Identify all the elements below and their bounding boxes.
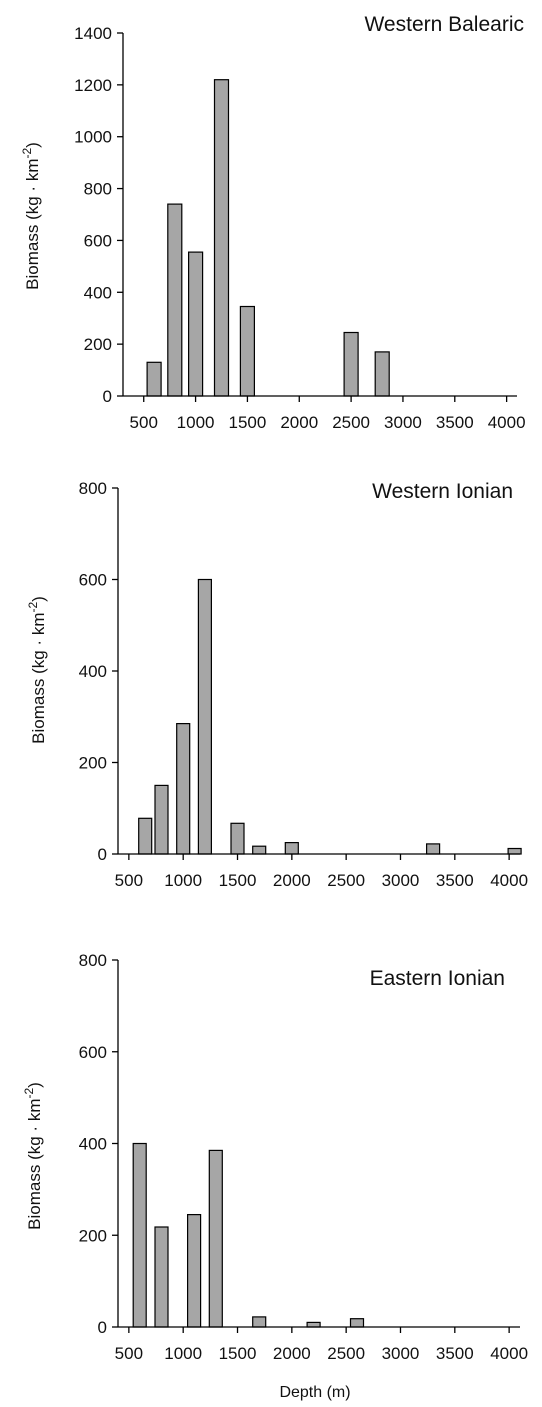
bar xyxy=(426,843,441,855)
x-tick-label: 1000 xyxy=(177,413,215,432)
x-tick-label: 1500 xyxy=(219,871,257,890)
bar xyxy=(197,578,212,855)
bar xyxy=(374,351,390,397)
bar xyxy=(349,1318,365,1328)
axes: 0 200 400 600 800 500 1000 1500 2000 2500 3000 3500… xyxy=(79,479,528,890)
x-tick-label: 2500 xyxy=(327,1344,365,1363)
chart-title: Western Ionian xyxy=(372,480,513,503)
bar xyxy=(306,1321,321,1328)
x-tick-label: 500 xyxy=(130,413,158,432)
y-axis-label: Biomass (kg · km-2) xyxy=(26,596,48,744)
y-tick-label: 800 xyxy=(79,951,107,970)
y-tick-label: 1000 xyxy=(74,128,112,147)
y-tick-label: 200 xyxy=(79,1226,107,1245)
chart-title: Eastern Ionian xyxy=(370,967,505,990)
bars xyxy=(138,578,522,855)
chart-eastern-ionian: Eastern Ionian Biomass (kg · km-2) 0 200 4… xyxy=(22,951,528,1401)
y-axis-label: Biomass (kg · km-2) xyxy=(20,142,42,290)
y-tick-label: 600 xyxy=(79,571,107,590)
axes: 0 200 400 600 800 1000 1200 1400 500 1000 1500 2000… xyxy=(74,24,525,432)
y-tick-label: 400 xyxy=(79,1135,107,1154)
y-tick-label: 0 xyxy=(98,845,107,864)
bar xyxy=(176,722,191,855)
bar xyxy=(343,331,359,397)
bars xyxy=(132,1142,365,1328)
x-tick-label: 2500 xyxy=(332,413,370,432)
x-tick-label: 1000 xyxy=(164,1344,202,1363)
x-tick-label: 3500 xyxy=(436,871,474,890)
bar xyxy=(154,1226,169,1328)
bar xyxy=(132,1142,147,1328)
x-tick-label: 500 xyxy=(115,1344,143,1363)
y-tick-label: 0 xyxy=(98,1318,107,1337)
x-tick-label: 2000 xyxy=(273,1344,311,1363)
bar xyxy=(507,847,522,855)
bar xyxy=(154,784,169,855)
bar xyxy=(252,845,267,855)
x-tick-label: 3000 xyxy=(382,871,420,890)
bars xyxy=(146,79,390,397)
chart-western-ionian: Western Ionian Biomass (kg · km-2) 0 200 4… xyxy=(26,479,528,890)
x-axis-label: Depth (m) xyxy=(279,1384,350,1401)
y-tick-label: 600 xyxy=(79,1043,107,1062)
y-tick-label: 800 xyxy=(79,479,107,498)
x-tick-label: 3000 xyxy=(384,413,422,432)
x-tick-label: 1000 xyxy=(164,871,202,890)
axes: 0 200 400 600 800 500 1000 1500 2000 2500 3000 3500… xyxy=(79,951,528,1363)
y-tick-label: 1200 xyxy=(74,76,112,95)
x-tick-label: 2000 xyxy=(280,413,318,432)
x-tick-label: 4000 xyxy=(488,413,526,432)
chart-title: Western Balearic xyxy=(364,13,524,36)
x-tick-label: 2000 xyxy=(273,871,311,890)
chart-western-balearic: Western Balearic Biomass (kg · km-2) 0 20… xyxy=(20,13,526,432)
x-tick-label: 1500 xyxy=(229,413,267,432)
x-tick-label: 3000 xyxy=(382,1344,420,1363)
y-tick-label: 1400 xyxy=(74,24,112,43)
x-tick-label: 1500 xyxy=(219,1344,257,1363)
bar xyxy=(187,1213,202,1328)
y-tick-label: 800 xyxy=(84,180,112,199)
y-tick-label: 400 xyxy=(84,283,112,302)
y-tick-label: 0 xyxy=(103,387,112,406)
bar xyxy=(252,1316,267,1328)
x-tick-label: 4000 xyxy=(490,871,528,890)
bar xyxy=(208,1149,223,1328)
bar xyxy=(146,361,162,397)
y-axis-label: Biomass (kg · km-2) xyxy=(22,1082,44,1230)
x-tick-label: 2500 xyxy=(327,871,365,890)
x-tick-label: 3500 xyxy=(436,413,474,432)
y-tick-label: 200 xyxy=(84,335,112,354)
y-tick-label: 600 xyxy=(84,231,112,250)
bar xyxy=(239,305,255,397)
bar xyxy=(167,203,183,397)
x-tick-label: 500 xyxy=(115,871,143,890)
y-tick-label: 200 xyxy=(79,754,107,773)
x-tick-label: 3500 xyxy=(436,1344,474,1363)
bar xyxy=(230,822,245,855)
bar xyxy=(213,79,230,397)
x-tick-label: 4000 xyxy=(490,1344,528,1363)
y-tick-label: 400 xyxy=(79,662,107,681)
bar xyxy=(284,841,299,855)
bar xyxy=(188,251,204,397)
bar xyxy=(138,817,153,855)
